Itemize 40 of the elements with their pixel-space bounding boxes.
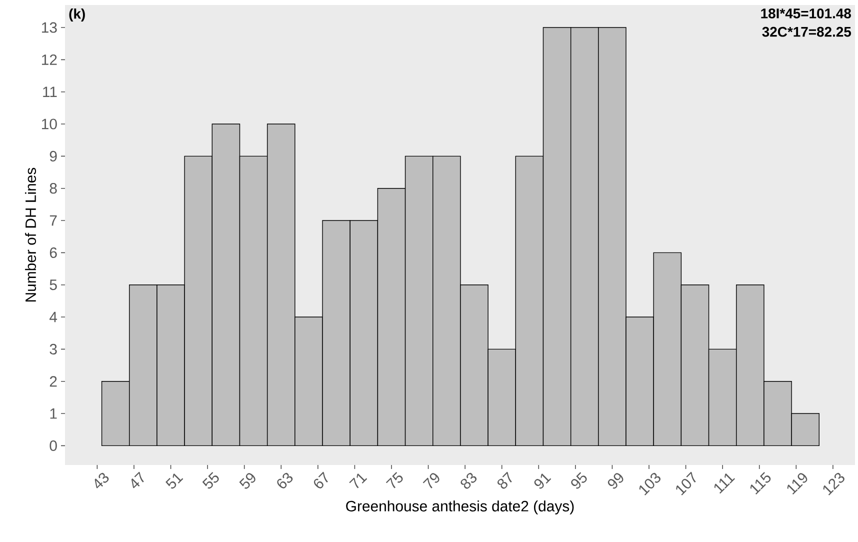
x-tick-label: 115 bbox=[750, 472, 771, 494]
x-tick-label: 47 bbox=[131, 472, 144, 488]
y-tick-label: 11 bbox=[43, 86, 57, 97]
x-tick-label: 119 bbox=[787, 473, 808, 495]
x-tick-label: 111 bbox=[714, 473, 735, 494]
y-tick-label: 1 bbox=[50, 408, 57, 419]
y-tick-label: 12 bbox=[42, 54, 57, 65]
y-tick-label: 13 bbox=[42, 22, 57, 33]
y-tick-label: 6 bbox=[50, 247, 57, 258]
x-tick-label: 43 bbox=[94, 472, 109, 488]
x-tick-label: 67 bbox=[314, 472, 328, 488]
x-tick-label: 79 bbox=[422, 473, 440, 488]
x-tick-label: 103 bbox=[639, 472, 660, 496]
y-tick-label: 2 bbox=[50, 376, 57, 387]
x-tick-label: 83 bbox=[460, 472, 477, 489]
x-tick-label: 51 bbox=[166, 473, 184, 489]
y-tick-label: 7 bbox=[50, 215, 57, 226]
x-tick-label: 95 bbox=[571, 472, 587, 489]
y-tick-label: 5 bbox=[50, 280, 57, 290]
x-axis-title: Greenhouse anthesis date2 (days) bbox=[346, 500, 574, 514]
x-tick-label: 55 bbox=[202, 472, 219, 489]
annotation: (k) bbox=[69, 8, 85, 22]
x-tick-label: 59 bbox=[239, 473, 256, 489]
x-tick-label: 123 bbox=[823, 472, 844, 496]
x-tick-label: 107 bbox=[676, 472, 696, 496]
annotation: 32C*17=82.25 bbox=[762, 26, 852, 37]
y-tick-label: 3 bbox=[50, 344, 57, 354]
x-tick-label: 63 bbox=[277, 472, 293, 488]
y-tick-label: 9 bbox=[50, 150, 57, 162]
x-tick-label: 75 bbox=[386, 472, 403, 488]
x-tick-label: 91 bbox=[534, 474, 552, 489]
y-axis-title: Number of DH Lines bbox=[25, 168, 36, 302]
y-tick-label: 0 bbox=[50, 440, 57, 451]
x-tick-label: 99 bbox=[608, 473, 624, 489]
x-tick-label: 87 bbox=[498, 472, 512, 489]
x-tick-label: 71 bbox=[349, 473, 368, 488]
y-tick-label: 10 bbox=[42, 118, 57, 130]
y-tick-label: 4 bbox=[50, 312, 58, 322]
annotation: 18I*45=101.48 bbox=[761, 8, 851, 18]
y-tick-label: 8 bbox=[50, 183, 57, 194]
